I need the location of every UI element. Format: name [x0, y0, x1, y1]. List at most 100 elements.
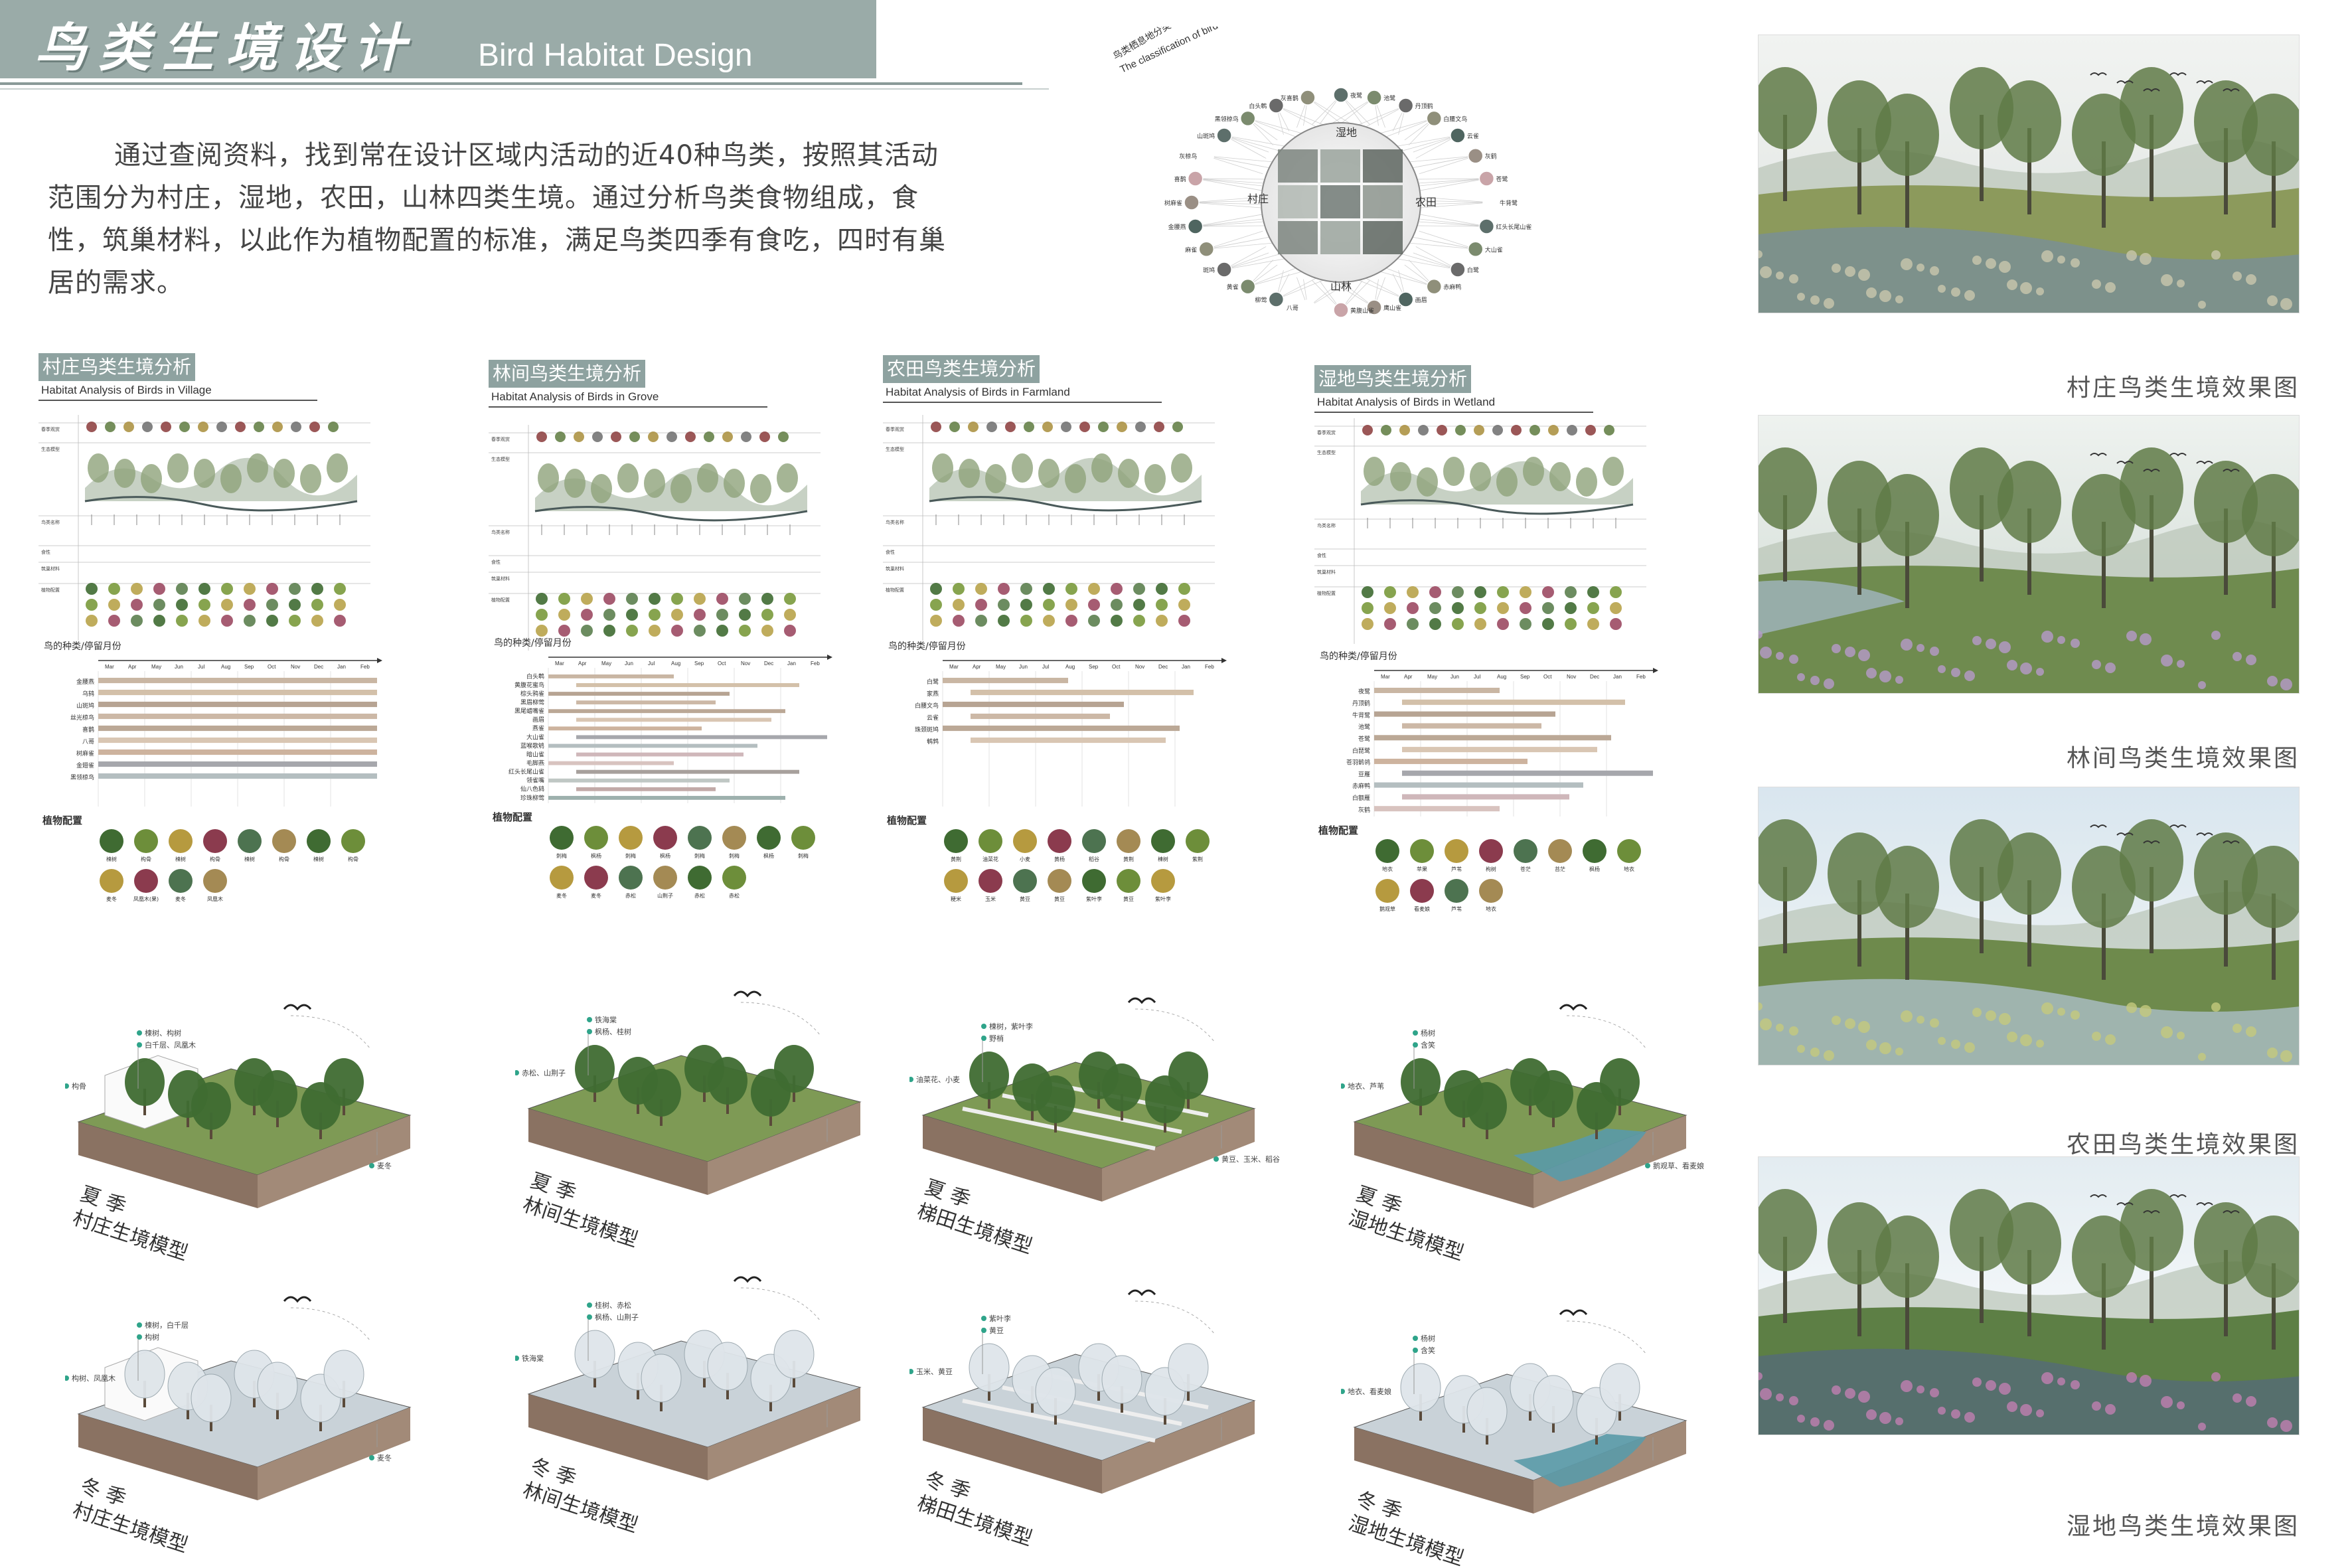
food-icon: [291, 422, 301, 432]
food-icon: [759, 431, 770, 442]
bird-row-label: 鹌鹑: [927, 738, 939, 745]
bird-row-label: 黑尾蜡嘴雀: [514, 707, 544, 715]
plant-circle: [761, 593, 773, 605]
month-label: Apr: [128, 664, 137, 670]
stay-bar: [943, 678, 1068, 684]
food-icon: [272, 422, 283, 432]
plant-name: 构骨: [141, 856, 151, 862]
stay-bar: [1374, 735, 1611, 741]
chart-title-3: 鸟的种类/停留月份: [1320, 651, 1397, 662]
model-annotation: 构树、凤凰木: [72, 1373, 116, 1383]
plant-circle: [1520, 586, 1531, 598]
habitat-photo-tile: [1278, 221, 1318, 254]
plant-name: 黄荆: [1123, 856, 1134, 862]
month-label: Jun: [175, 664, 183, 670]
food-icon: [235, 422, 246, 432]
zone-label-1: 湿地: [1336, 126, 1357, 139]
bird-node-label: 金腰燕: [1168, 223, 1186, 231]
plant-circle: [86, 615, 98, 627]
page-subtitle: Bird Habitat Design: [478, 38, 753, 73]
stay-bar: [98, 714, 377, 720]
matrix-row-label: 食性: [1317, 552, 1326, 558]
matrix-row-label: 鸟类名称: [41, 519, 60, 525]
plant-circle: [1384, 602, 1396, 614]
plant-thumb: [1048, 829, 1071, 853]
header-band: [0, 0, 876, 78]
plant-thumb: [619, 826, 643, 850]
bird-node: 灰喜鹊: [1281, 90, 1316, 106]
plant-name: 地衣: [1624, 866, 1634, 872]
stay-bar: [1374, 782, 1583, 788]
food-icon: [611, 431, 621, 442]
habitat-photo-tile: [1320, 149, 1360, 183]
stay-bar: [548, 726, 702, 731]
bird-node: 云雀: [1450, 127, 1479, 143]
plant-circle: [975, 615, 987, 627]
plant-name: 刺梅: [556, 852, 567, 859]
plant-circle: [694, 625, 706, 637]
plant-name: 地衣: [1382, 866, 1393, 872]
month-label: May: [996, 664, 1006, 670]
food-icon: [1437, 425, 1447, 435]
bird-row-label: 白琵鹭: [1352, 747, 1370, 755]
chart-title-0: 鸟的种类/停留月份: [44, 641, 121, 652]
plant-thumb: [944, 869, 968, 893]
column-subtitle-0: Habitat Analysis of Birds in Village: [41, 384, 212, 396]
plant-circle: [1474, 602, 1486, 614]
plant-thumb: [1151, 869, 1175, 893]
plant-circle: [581, 609, 593, 621]
bird-node-label: 斑鸠: [1203, 266, 1215, 274]
month-label: Dec: [314, 664, 323, 670]
model-annotation: 玉米、黄豆: [916, 1367, 953, 1376]
plant-config-title-3: 植物配置: [1318, 824, 1359, 836]
column-title-0: 村庄鸟类生境分析: [39, 353, 196, 381]
plant-circle: [761, 625, 773, 637]
plant-thumb: [1445, 879, 1468, 903]
bird-node-label: 池鹭: [1383, 94, 1395, 102]
matrix-row-label: 食性: [886, 549, 895, 555]
matrix-row-label: 生态模型: [886, 446, 904, 452]
matrix-row-label: 食性: [491, 559, 501, 565]
plant-thumb: [979, 829, 1002, 853]
bird-row-label: 金腰燕: [76, 678, 94, 686]
plant-circle: [558, 593, 570, 605]
food-icon: [123, 422, 134, 432]
plant-circle: [1610, 586, 1622, 598]
plant-circle: [953, 615, 965, 627]
plant-thumb: [1583, 839, 1607, 863]
plant-circle: [1178, 599, 1190, 611]
stay-bar: [98, 761, 377, 767]
bird-node-label: 黄雀: [1227, 283, 1239, 291]
plant-name: 赤松: [729, 892, 740, 899]
plant-circle: [86, 599, 98, 611]
stay-bar: [98, 738, 377, 744]
plant-circle: [1133, 599, 1145, 611]
plant-circle: [536, 593, 548, 605]
zone-label-3: 山林: [1330, 280, 1352, 293]
bird-row-label: 树麻雀: [76, 749, 94, 757]
food-icon: [142, 422, 153, 432]
model-annotation: 麦冬: [377, 1161, 392, 1170]
plant-circle: [671, 609, 683, 621]
plant-circle: [1497, 586, 1509, 598]
stay-bar: [576, 718, 771, 722]
column-title-2: 农田鸟类生境分析: [883, 355, 1040, 383]
month-label: Sep: [1520, 674, 1530, 680]
render-caption-4: 湿地鸟类生境效果图: [2066, 1513, 2300, 1540]
plant-config-title-1: 植物配置: [493, 811, 533, 823]
plant-thumb: [307, 829, 331, 853]
model-annotation: 黄豆、玉米、稻谷: [1221, 1154, 1280, 1164]
plant-circle: [1452, 586, 1464, 598]
plant-circle: [1565, 586, 1577, 598]
plant-circle: [953, 599, 965, 611]
food-icon: [1529, 425, 1540, 435]
plant-circle: [558, 609, 570, 621]
habitat-photo-tile: [1363, 185, 1403, 218]
model-annotation: 铁海棠: [522, 1354, 544, 1363]
month-label: Feb: [360, 664, 370, 670]
bird-row-label: 暗山雀: [526, 750, 544, 758]
plant-circle: [1088, 615, 1100, 627]
